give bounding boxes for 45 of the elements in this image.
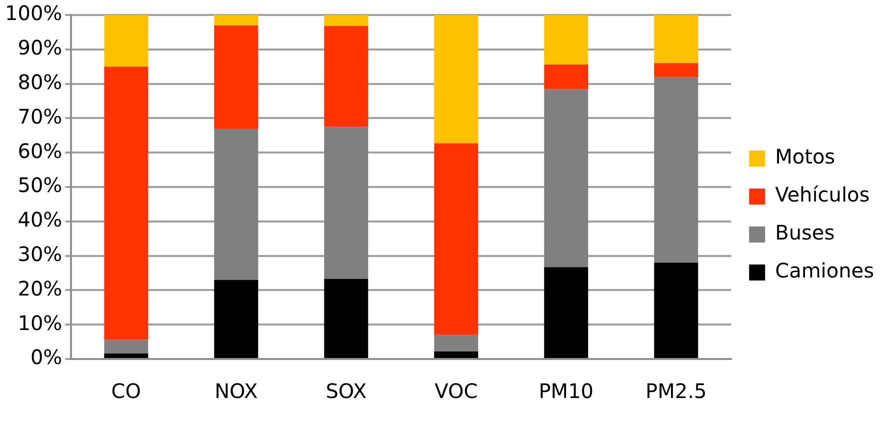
bar (324, 15, 368, 26)
bar (214, 280, 258, 358)
y-tick-label: 100% (4, 1, 62, 26)
bar (324, 278, 368, 358)
y-tick-label: 40% (18, 208, 62, 232)
y-tick-label: 20% (18, 276, 62, 300)
y-tick-label: 50% (18, 173, 62, 198)
y-tick-label: 0% (30, 345, 62, 370)
bar (104, 15, 148, 67)
bar (544, 64, 588, 90)
bar (654, 15, 698, 64)
bar (324, 126, 368, 279)
bar (214, 15, 258, 26)
x-tick-label: NOX (214, 379, 258, 404)
legend-label: Vehículos (775, 182, 870, 207)
bar (214, 128, 258, 280)
y-tick-label: 90% (18, 36, 62, 60)
bar (434, 15, 478, 144)
y-tick-label: 10% (18, 310, 62, 335)
bar (434, 351, 478, 358)
bar (434, 334, 478, 352)
bar (104, 340, 148, 354)
y-tick-label: 30% (18, 242, 62, 266)
bar (104, 353, 148, 358)
bar (544, 267, 588, 358)
legend-label: Motos (775, 144, 836, 169)
bar (544, 89, 588, 268)
bar (434, 143, 478, 335)
y-tick-label: 60% (18, 138, 62, 163)
bar (214, 25, 258, 129)
x-tick-label: CO (111, 379, 142, 404)
bar (544, 15, 588, 65)
x-tick-label: SOX (326, 379, 367, 404)
y-tick-label: 80% (18, 70, 62, 94)
x-tick-label: PM2.5 (646, 379, 707, 404)
bar (654, 262, 698, 358)
legend-label: Camiones (775, 258, 874, 283)
x-tick-label: PM10 (538, 379, 594, 404)
bar (654, 77, 698, 263)
bar (654, 63, 698, 78)
legend-label: Buses (775, 220, 835, 245)
x-tick-label: VOC (434, 379, 478, 404)
bar (324, 26, 368, 127)
bar (104, 66, 148, 340)
y-tick-label: 70% (18, 104, 62, 128)
